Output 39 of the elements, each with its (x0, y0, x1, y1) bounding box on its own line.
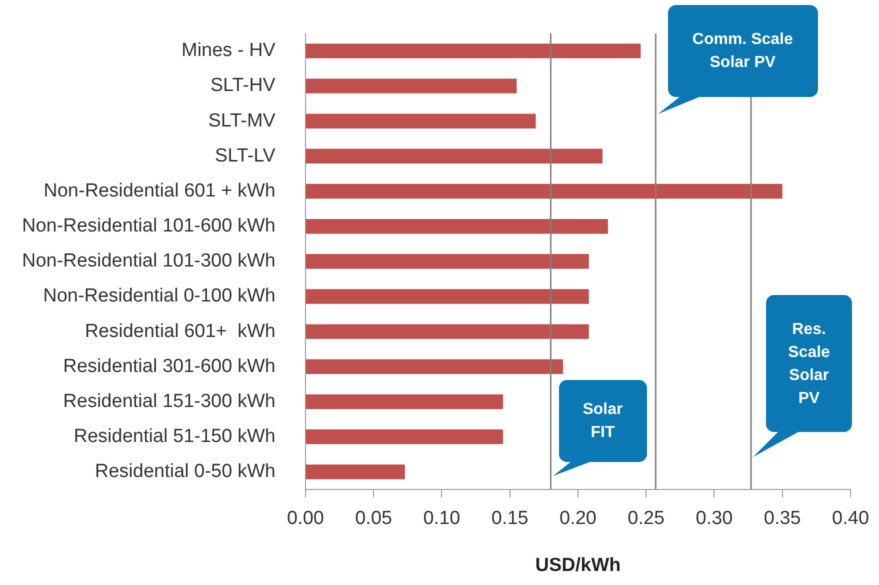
y-tick-label: SLT-MV (208, 110, 276, 132)
bar (306, 114, 536, 128)
x-tick-label: 0.05 (355, 508, 392, 530)
y-tick-label: Non-Residential 601 + kWh (44, 180, 276, 202)
x-tick-label: 0.15 (491, 508, 528, 530)
bar (306, 254, 589, 269)
bar (306, 464, 405, 480)
y-tick-label: Non-Residential 101-600 kWh (22, 216, 276, 237)
ref-line-label: Solar FIT (582, 400, 623, 443)
y-tick-label: Residential 0-50 kWh (94, 461, 276, 482)
y-tick-label: Non-Residential 101-300 kWh (22, 250, 276, 272)
y-tick-label: SLT-HV (210, 75, 276, 96)
ref-line-label: Comm. Scale Solar PV (692, 30, 793, 73)
y-tick-label: Residential 151-300 kWh (63, 390, 276, 412)
bar (306, 394, 504, 410)
x-tick-label: 0.20 (559, 508, 596, 530)
bar (306, 429, 504, 444)
bar (306, 218, 608, 234)
y-tick-label: Mines - HV (182, 40, 276, 62)
y-tick-label: Residential 51-150 kWh (74, 426, 276, 448)
x-axis-title: USD/kWh (535, 554, 621, 576)
y-tick-label: SLT-LV (214, 145, 276, 166)
x-tick-label: 0.10 (423, 508, 460, 530)
bar (306, 324, 589, 339)
bar (306, 44, 641, 58)
y-tick-label: Non-Residential 0-100 kWh (43, 286, 276, 307)
y-tick-label: Residential 601+ kWh (84, 320, 276, 342)
ref-line-label: Res. Scale Solar PV (788, 320, 830, 408)
bar (306, 78, 517, 94)
bar (306, 359, 563, 374)
x-tick-label: 0.00 (286, 508, 324, 530)
x-tick-label: 0.30 (696, 508, 733, 530)
bar (306, 184, 782, 199)
bar (306, 289, 589, 304)
y-tick-label: Residential 301-600 kWh (63, 356, 276, 377)
x-tick-label: 0.25 (628, 508, 665, 530)
x-tick-label: 0.35 (764, 508, 801, 530)
x-tick-label: 0.40 (832, 508, 869, 530)
bar (306, 148, 603, 164)
